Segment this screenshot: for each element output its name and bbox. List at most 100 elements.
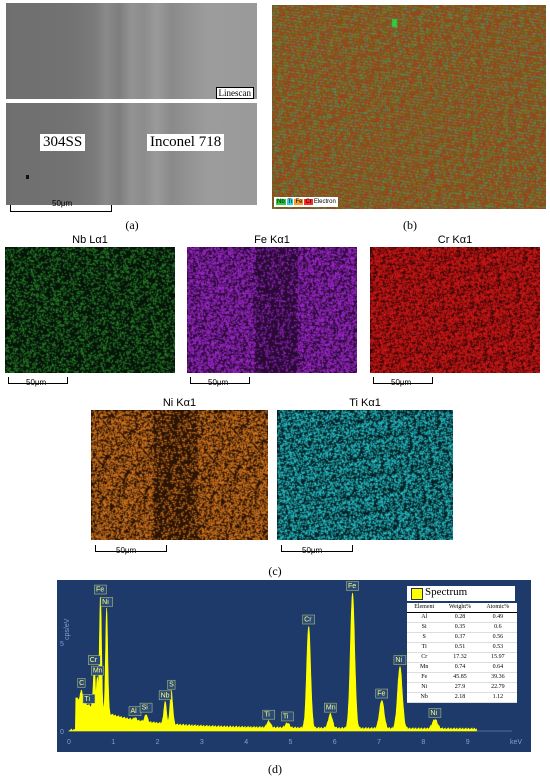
- table-cell: 0.74: [441, 662, 479, 673]
- table-header-cell: Weight%: [441, 603, 479, 613]
- overlay-canvas: [272, 5, 546, 209]
- svg-text:Ti: Ti: [84, 696, 90, 703]
- peak-label: Ti: [281, 711, 294, 722]
- svg-text:Fe: Fe: [348, 583, 356, 590]
- y-tick-label: 5: [60, 641, 64, 648]
- legend-cr: Cr: [304, 199, 313, 205]
- scale-label-a: 50μm: [52, 199, 73, 208]
- map-title-fe: Fe Kα1: [254, 234, 290, 246]
- map-ti: [277, 410, 453, 540]
- overlay-legend: Nb Ti Fe Cr Electron: [274, 197, 338, 207]
- table-cell: 1.12: [478, 692, 517, 703]
- svg-text:Fe: Fe: [96, 587, 104, 594]
- table-cell: Cr: [407, 652, 442, 663]
- x-tick-label: 9: [466, 739, 470, 746]
- peak-label: Si: [139, 702, 153, 713]
- x-tick-label: 7: [377, 739, 381, 746]
- scale-bar-fe: [190, 377, 250, 384]
- peak-label: Fe: [346, 581, 359, 591]
- table-header-cell: Element: [407, 603, 442, 613]
- x-tick-label: 4: [244, 739, 248, 746]
- map-nb: [5, 247, 175, 373]
- table-cell: 2.18: [441, 692, 479, 703]
- label-inconel: Inconel 718: [147, 134, 225, 151]
- peak-label: Cr: [88, 655, 101, 665]
- table-row: S 0.37 0.56: [407, 632, 517, 643]
- table-cell: S: [407, 632, 442, 643]
- sem-image: Linescan 304SS Inconel 718: [6, 3, 257, 205]
- scale-bar-ti: [281, 545, 353, 552]
- table-cell: 0.6: [478, 622, 517, 633]
- peak-label: S: [167, 679, 176, 690]
- table-cell: 0.64: [478, 662, 517, 673]
- peak-label: Ni: [428, 708, 442, 718]
- table-cell: 45.85: [441, 672, 479, 683]
- table-cell: Nb: [407, 692, 442, 703]
- svg-text:Ti: Ti: [283, 713, 289, 720]
- legend-spectrum: Spectrum: [425, 586, 468, 598]
- table-row: Fe 45.85 39.36: [407, 672, 517, 683]
- svg-text:Mn: Mn: [93, 668, 103, 675]
- table-cell: 39.36: [478, 672, 517, 683]
- table-row: Mn 0.74 0.64: [407, 662, 517, 673]
- svg-text:Al: Al: [131, 708, 138, 715]
- peak-label: Ni: [393, 655, 407, 665]
- table-cell: Ni: [407, 682, 442, 693]
- scale-label-nb: 50μm: [26, 378, 47, 387]
- table-cell: Mn: [407, 662, 442, 673]
- table-cell: 0.56: [478, 632, 517, 643]
- map-fe: [187, 247, 357, 373]
- table-cell: Si: [407, 622, 442, 633]
- svg-text:Mn: Mn: [326, 705, 336, 712]
- table-cell: Ti: [407, 642, 442, 653]
- scale-bar-a: [10, 205, 112, 212]
- table-cell: 17.32: [441, 652, 479, 663]
- legend-fe: Fe: [294, 199, 304, 205]
- map-title-ti: Ti Kα1: [349, 397, 381, 409]
- scale-bar-nb: [8, 377, 68, 384]
- table-row: Si 0.35 0.6: [407, 622, 517, 633]
- label-304ss: 304SS: [40, 134, 86, 151]
- overlay-map: Nb Ti Fe Cr Electron: [272, 5, 546, 209]
- table-row: Ni 27.9 22.79: [407, 682, 517, 693]
- x-tick-label: 5: [289, 739, 293, 746]
- composition-table: Element Weight% Atomic% Al 0.28 0.49 Si 0.35 0.6…: [407, 603, 517, 703]
- y-tick-label: 0: [60, 729, 64, 736]
- spectrum-chart: cps/eV 05 0 1 2 3 4 5 6 7 8 9 keV CTiCrMnFeNiAlSiN…: [60, 581, 522, 746]
- table-row: Nb 2.18 1.12: [407, 692, 517, 703]
- table-cell: 0.35: [441, 622, 479, 633]
- dark-spot: [26, 175, 29, 179]
- map-title-ni: Ni Kα1: [162, 397, 197, 409]
- scale-label-cr: 50μm: [391, 378, 412, 387]
- scale-label-fe: 50μm: [208, 378, 229, 387]
- map-title-nb: Nb Lα1: [72, 234, 108, 246]
- table-row: Cr 17.32 15.97: [407, 652, 517, 663]
- peak-label: Ni: [100, 597, 113, 607]
- table-header-cell: Atomic%: [478, 603, 517, 613]
- map-cr: [370, 247, 540, 373]
- svg-text:Cr: Cr: [90, 657, 98, 664]
- svg-text:C: C: [79, 680, 84, 687]
- svg-text:S: S: [169, 682, 174, 689]
- y-axis-label: cps/eV: [64, 618, 71, 640]
- peak-label: Nb: [158, 690, 172, 701]
- svg-text:Si: Si: [142, 705, 149, 712]
- table-row: Ti 0.51 0.53: [407, 642, 517, 653]
- svg-text:Ni: Ni: [102, 599, 109, 606]
- scale-bar-cr: [373, 377, 433, 384]
- table-cell: 27.9: [441, 682, 479, 693]
- x-tick-label: keV: [510, 739, 522, 746]
- svg-text:Nb: Nb: [161, 692, 170, 699]
- scale-label-ni: 50μm: [116, 546, 137, 555]
- peak-label: Cr: [302, 614, 315, 625]
- svg-text:Ni: Ni: [430, 710, 437, 717]
- table-cell: 0.49: [478, 612, 517, 623]
- x-tick-label: 1: [111, 739, 115, 746]
- table-cell: 0.51: [441, 642, 479, 653]
- table-row: Al 0.28 0.49: [407, 612, 517, 623]
- map-title-cr: Cr Kα1: [437, 234, 473, 246]
- table-cell: 22.79: [478, 682, 517, 693]
- peak-label: Ti: [262, 709, 276, 720]
- svg-text:Ni: Ni: [395, 657, 402, 664]
